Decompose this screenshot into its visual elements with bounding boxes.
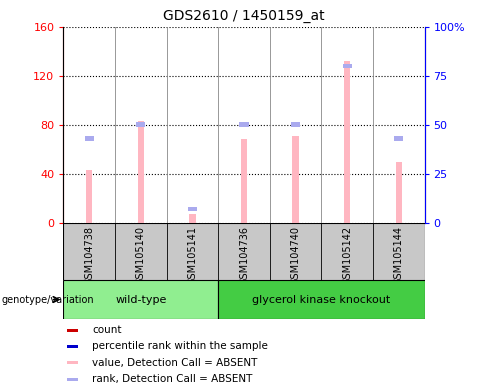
Bar [239, 122, 249, 127]
Bar [218, 280, 425, 319]
Bar [394, 136, 404, 141]
Bar [136, 122, 145, 127]
Bar [292, 136, 299, 223]
Bar [396, 162, 402, 223]
Bar [344, 61, 350, 223]
Bar [67, 361, 78, 364]
Bar [189, 214, 196, 223]
Text: count: count [92, 325, 122, 335]
Text: value, Detection Call = ABSENT: value, Detection Call = ABSENT [92, 358, 258, 368]
Bar [188, 207, 197, 212]
Text: GSM104740: GSM104740 [290, 226, 301, 285]
Bar [241, 139, 247, 223]
Title: GDS2610 / 1450159_at: GDS2610 / 1450159_at [163, 9, 325, 23]
Text: GSM105141: GSM105141 [187, 226, 198, 285]
Bar [86, 170, 92, 223]
Text: GSM104736: GSM104736 [239, 226, 249, 285]
Text: GSM105144: GSM105144 [394, 226, 404, 285]
Text: genotype/variation: genotype/variation [1, 295, 94, 305]
Text: glycerol kinase knockout: glycerol kinase knockout [252, 295, 390, 305]
Bar [67, 345, 78, 348]
Text: GSM105140: GSM105140 [136, 226, 146, 285]
Bar [138, 121, 144, 223]
Bar [291, 122, 300, 127]
Bar [67, 329, 78, 332]
Text: percentile rank within the sample: percentile rank within the sample [92, 341, 268, 351]
Bar [84, 136, 94, 141]
Text: GSM105142: GSM105142 [342, 226, 352, 285]
Bar [343, 64, 352, 68]
Text: wild-type: wild-type [115, 295, 166, 305]
Text: GSM104738: GSM104738 [84, 226, 94, 285]
Text: rank, Detection Call = ABSENT: rank, Detection Call = ABSENT [92, 374, 253, 384]
Bar [63, 280, 218, 319]
Bar [67, 377, 78, 381]
